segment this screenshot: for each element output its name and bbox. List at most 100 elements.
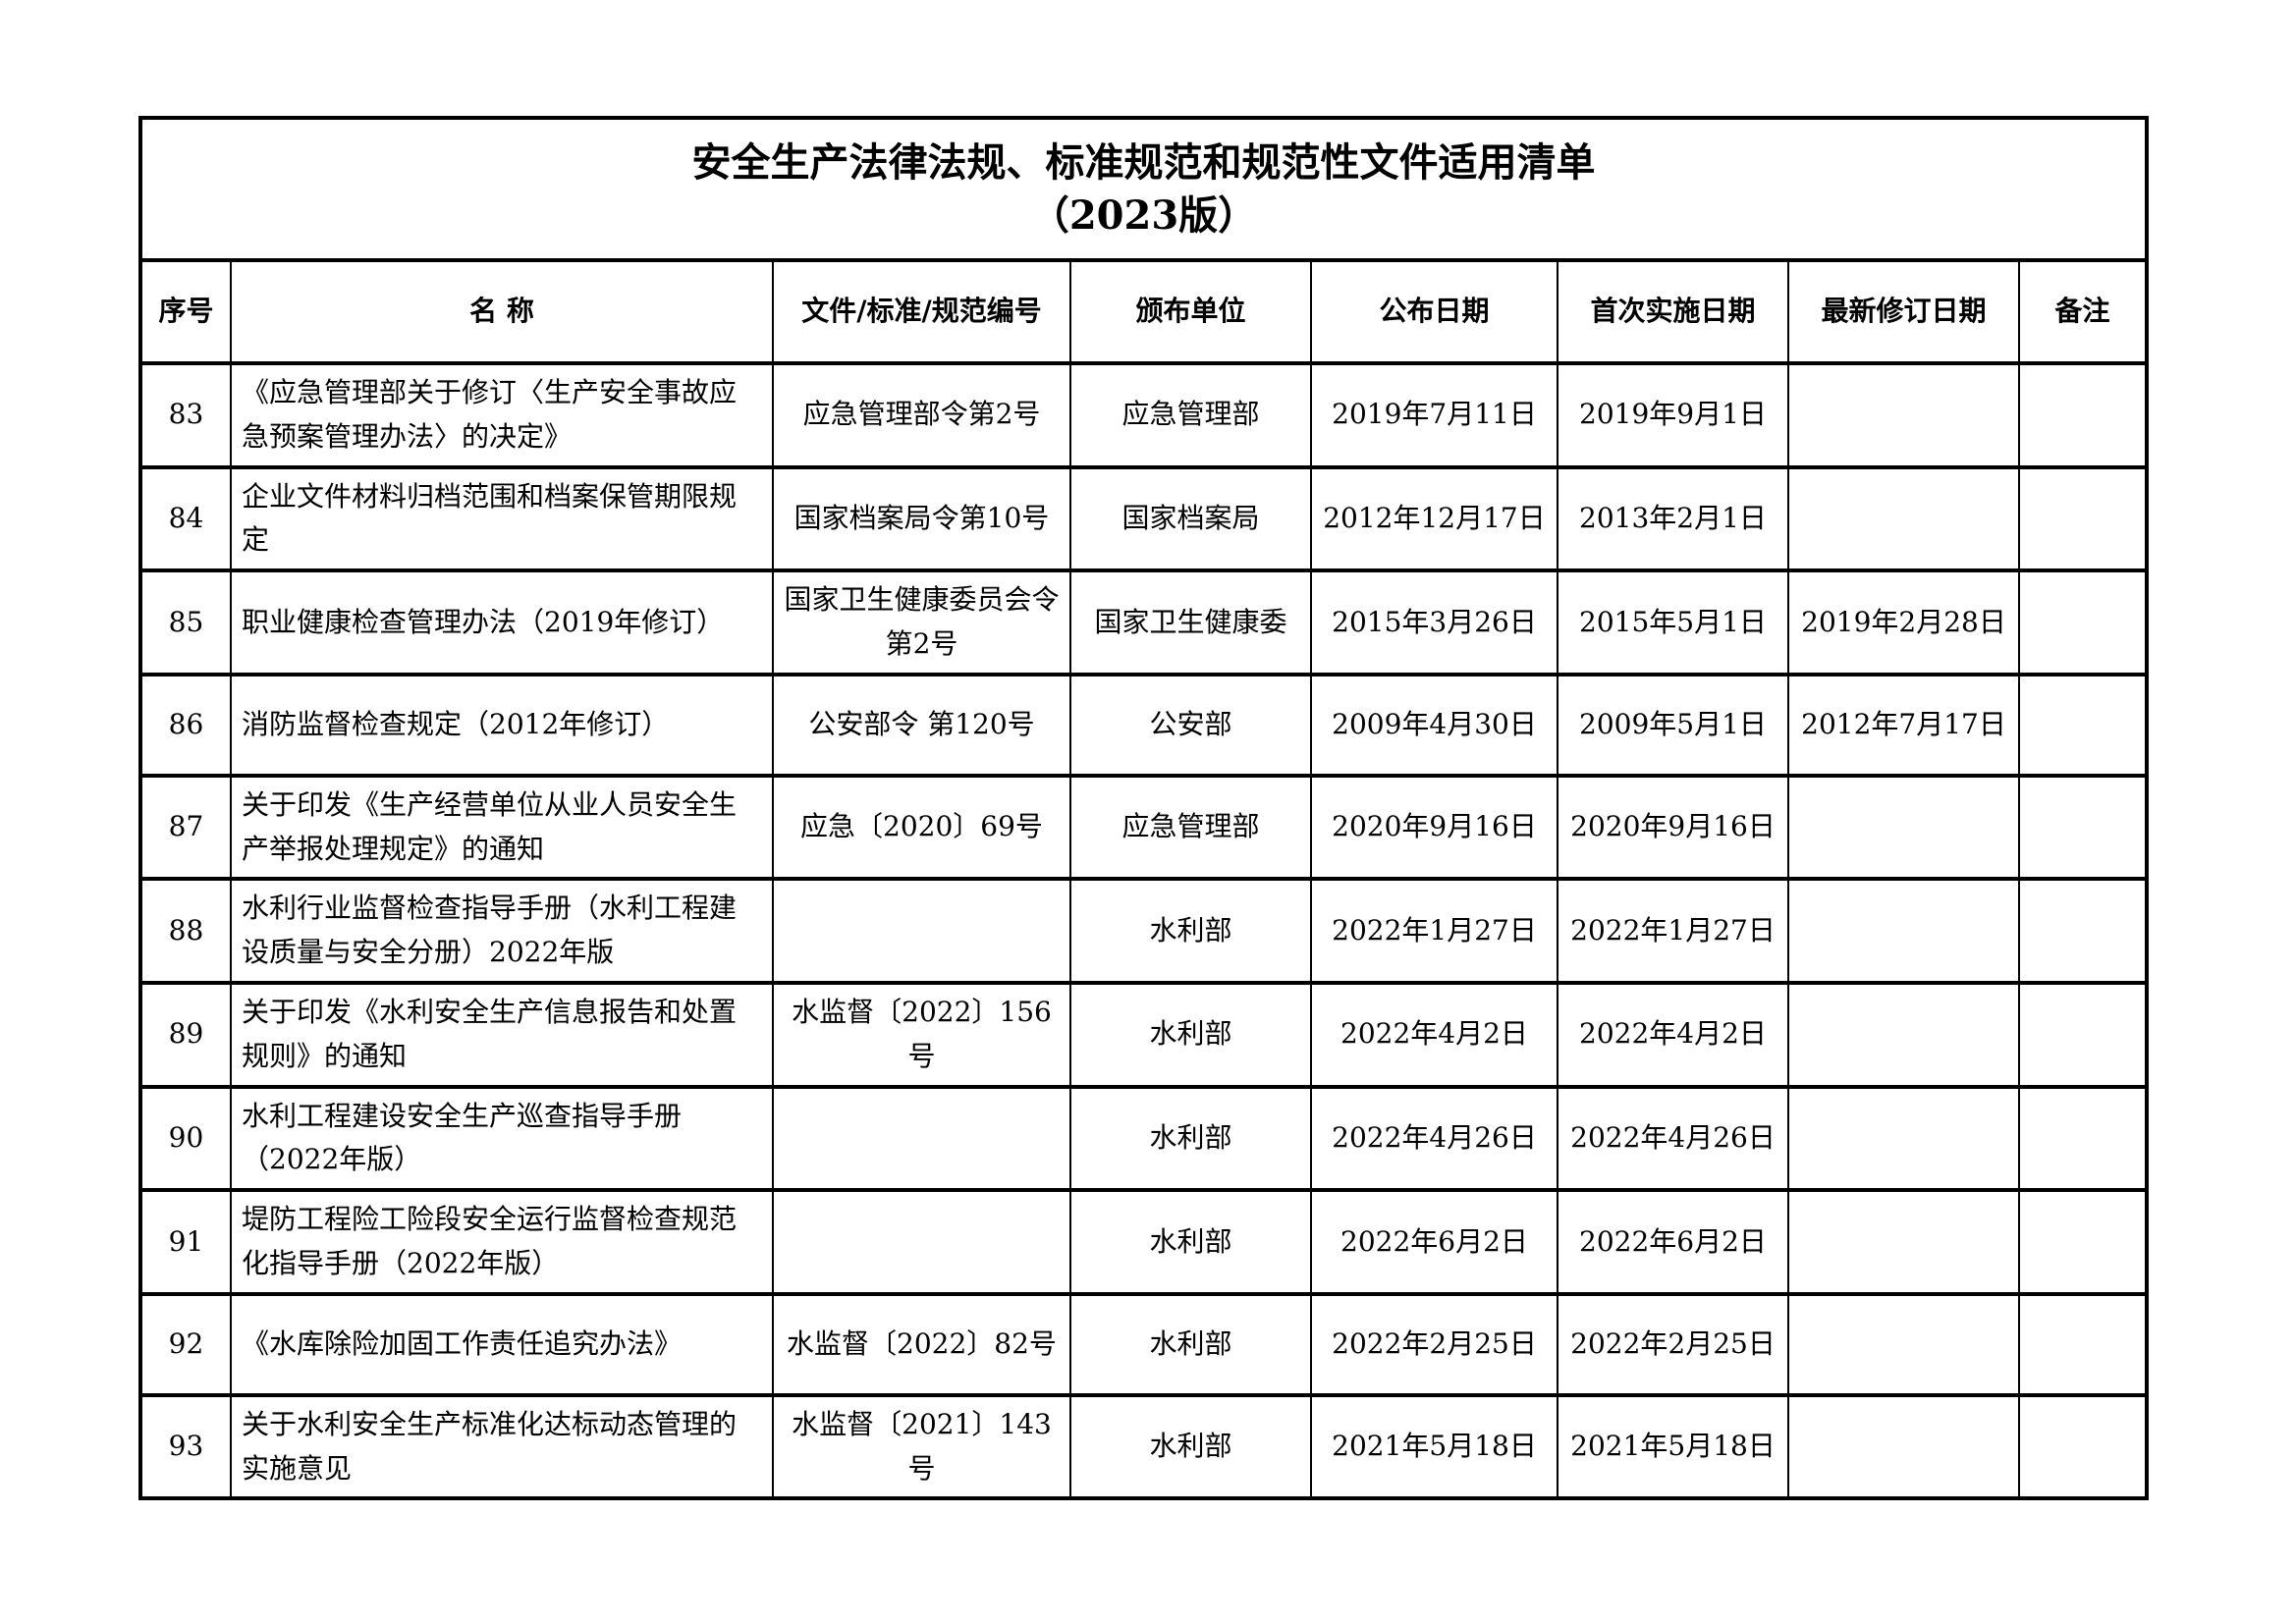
cell-issuing-unit: 水利部 (1069, 1291, 1312, 1397)
cell-doc-number (772, 1084, 1071, 1193)
cell-doc-number: 应急〔2020〕69号 (772, 773, 1071, 882)
cell-serial-number: 88 (139, 877, 232, 985)
cell-issuing-unit: 水利部 (1069, 877, 1312, 985)
table-row: 86 消防监督检查规定（2012年修订） 公安部令 第120号 公安部 2009年4月3… (139, 672, 2148, 778)
cell-remark (2018, 877, 2148, 985)
cell-first-implementation-date: 2022年4月26日 (1557, 1084, 1789, 1193)
cell-serial-number: 83 (139, 361, 232, 469)
cell-issuing-unit: 水利部 (1069, 1392, 1312, 1501)
cell-first-implementation-date: 2020年9月16日 (1557, 773, 1789, 882)
cell-first-implementation-date: 2022年2月25日 (1557, 1291, 1789, 1397)
cell-remark (2018, 464, 2148, 573)
cell-issuing-unit: 公安部 (1069, 672, 1312, 778)
cell-publish-date: 2022年4月26日 (1310, 1084, 1558, 1193)
cell-issuing-unit: 水利部 (1069, 1084, 1312, 1193)
cell-serial-number: 92 (139, 1291, 232, 1397)
cell-publish-date: 2022年6月2日 (1310, 1188, 1558, 1296)
cell-first-implementation-date: 2022年6月2日 (1557, 1188, 1789, 1296)
cell-remark (2018, 773, 2148, 882)
table-row: 92 《水库除险加固工作责任追究办法》 水监督〔2022〕82号 水利部 2022年2月… (139, 1291, 2148, 1397)
table-row: 85 职业健康检查管理办法（2019年修订） 国家卫生健康委员会令第2号 国家卫生健康… (139, 568, 2148, 676)
cell-latest-revision-date (1787, 1188, 2020, 1296)
title-row: 安全生产法律法规、标准规范和规范性文件适用清单 （2023版） (139, 116, 2148, 262)
cell-latest-revision-date (1787, 877, 2020, 985)
cell-remark (2018, 1392, 2148, 1501)
cell-name: 消防监督检查规定（2012年修订） (230, 672, 774, 778)
cell-serial-number: 91 (139, 1188, 232, 1296)
cell-serial-number: 86 (139, 672, 232, 778)
cell-name: 关于印发《生产经营单位从业人员安全生产举报处理规定》的通知 (230, 773, 774, 882)
cell-latest-revision-date (1787, 980, 2020, 1089)
cell-serial-number: 89 (139, 980, 232, 1089)
cell-latest-revision-date: 2012年7月17日 (1787, 672, 2020, 778)
document-title: 安全生产法律法规、标准规范和规范性文件适用清单 （2023版） (139, 116, 2148, 262)
cell-publish-date: 2020年9月16日 (1310, 773, 1558, 882)
cell-remark (2018, 672, 2148, 778)
regulations-table: 安全生产法律法规、标准规范和规范性文件适用清单 （2023版） 序号 名 称 文… (138, 116, 2149, 1501)
title-main: 安全生产法律法规、标准规范和规范性文件适用清单 (691, 138, 1596, 186)
table-row: 89 关于印发《水利安全生产信息报告和处置规则》的通知 水监督〔2022〕156号水… (139, 980, 2148, 1089)
cell-remark (2018, 1084, 2148, 1193)
cell-latest-revision-date (1787, 464, 2020, 573)
cell-issuing-unit: 水利部 (1069, 1188, 1312, 1296)
cell-doc-number: 应急管理部令第2号 (772, 361, 1071, 469)
table-row: 91 堤防工程险工险段安全运行监督检查规范化指导手册（2022年版） 水利部 2022… (139, 1188, 2148, 1296)
header-publish-date: 公布日期 (1310, 258, 1558, 365)
cell-publish-date: 2021年5月18日 (1310, 1392, 1558, 1501)
cell-latest-revision-date (1787, 361, 2020, 469)
cell-first-implementation-date: 2022年1月27日 (1557, 877, 1789, 985)
header-remark: 备注 (2018, 258, 2148, 365)
cell-publish-date: 2022年2月25日 (1310, 1291, 1558, 1397)
table-row: 88 水利行业监督检查指导手册（水利工程建设质量与安全分册）2022年版 水利部 20… (139, 877, 2148, 985)
header-issuing-unit: 颁布单位 (1069, 258, 1312, 365)
cell-remark (2018, 361, 2148, 469)
table-row: 87 关于印发《生产经营单位从业人员安全生产举报处理规定》的通知 应急〔2020〕6… (139, 773, 2148, 882)
header-name: 名 称 (230, 258, 774, 365)
cell-issuing-unit: 国家档案局 (1069, 464, 1312, 573)
cell-issuing-unit: 应急管理部 (1069, 773, 1312, 882)
cell-serial-number: 87 (139, 773, 232, 882)
table-row: 93 关于水利安全生产标准化达标动态管理的实施意见 水监督〔2021〕143号 水利部… (139, 1392, 2148, 1501)
cell-doc-number: 水监督〔2022〕156号 (772, 980, 1071, 1089)
cell-serial-number: 93 (139, 1392, 232, 1501)
cell-issuing-unit: 应急管理部 (1069, 361, 1312, 469)
cell-latest-revision-date (1787, 1291, 2020, 1397)
cell-doc-number (772, 877, 1071, 985)
cell-issuing-unit: 水利部 (1069, 980, 1312, 1089)
header-row: 序号 名 称 文件/标准/规范编号 颁布单位 公布日期 首次实施日期 最新修订日… (139, 258, 2148, 365)
cell-name: 堤防工程险工险段安全运行监督检查规范化指导手册（2022年版） (230, 1188, 774, 1296)
cell-remark (2018, 1291, 2148, 1397)
cell-doc-number: 水监督〔2021〕143号 (772, 1392, 1071, 1501)
cell-publish-date: 2012年12月17日 (1310, 464, 1558, 573)
title-edition: （2023版） (1029, 191, 1258, 239)
cell-publish-date: 2019年7月11日 (1310, 361, 1558, 469)
cell-first-implementation-date: 2013年2月1日 (1557, 464, 1789, 573)
cell-doc-number: 国家档案局令第10号 (772, 464, 1071, 573)
cell-publish-date: 2009年4月30日 (1310, 672, 1558, 778)
cell-latest-revision-date: 2019年2月28日 (1787, 568, 2020, 676)
cell-name: 关于水利安全生产标准化达标动态管理的实施意见 (230, 1392, 774, 1501)
cell-name: 职业健康检查管理办法（2019年修订） (230, 568, 774, 676)
cell-serial-number: 90 (139, 1084, 232, 1193)
cell-serial-number: 85 (139, 568, 232, 676)
cell-issuing-unit: 国家卫生健康委 (1069, 568, 1312, 676)
cell-doc-number: 公安部令 第120号 (772, 672, 1071, 778)
cell-name: 关于印发《水利安全生产信息报告和处置规则》的通知 (230, 980, 774, 1089)
header-latest-revision-date: 最新修订日期 (1787, 258, 2020, 365)
cell-doc-number: 水监督〔2022〕82号 (772, 1291, 1071, 1397)
cell-name: 企业文件材料归档范围和档案保管期限规定 (230, 464, 774, 573)
cell-first-implementation-date: 2019年9月1日 (1557, 361, 1789, 469)
cell-publish-date: 2022年4月2日 (1310, 980, 1558, 1089)
header-first-implementation-date: 首次实施日期 (1557, 258, 1789, 365)
table-row: 90 水利工程建设安全生产巡查指导手册（2022年版） 水利部 2022年4月26日 2… (139, 1084, 2148, 1193)
header-serial-number: 序号 (139, 258, 232, 365)
cell-latest-revision-date (1787, 1392, 2020, 1501)
cell-doc-number: 国家卫生健康委员会令第2号 (772, 568, 1071, 676)
cell-first-implementation-date: 2021年5月18日 (1557, 1392, 1789, 1501)
cell-name: 《应急管理部关于修订〈生产安全事故应急预案管理办法〉的决定》 (230, 361, 774, 469)
cell-latest-revision-date (1787, 773, 2020, 882)
cell-first-implementation-date: 2015年5月1日 (1557, 568, 1789, 676)
table-row: 84 企业文件材料归档范围和档案保管期限规定 国家档案局令第10号 国家档案局 2012… (139, 464, 2148, 573)
cell-publish-date: 2015年3月26日 (1310, 568, 1558, 676)
